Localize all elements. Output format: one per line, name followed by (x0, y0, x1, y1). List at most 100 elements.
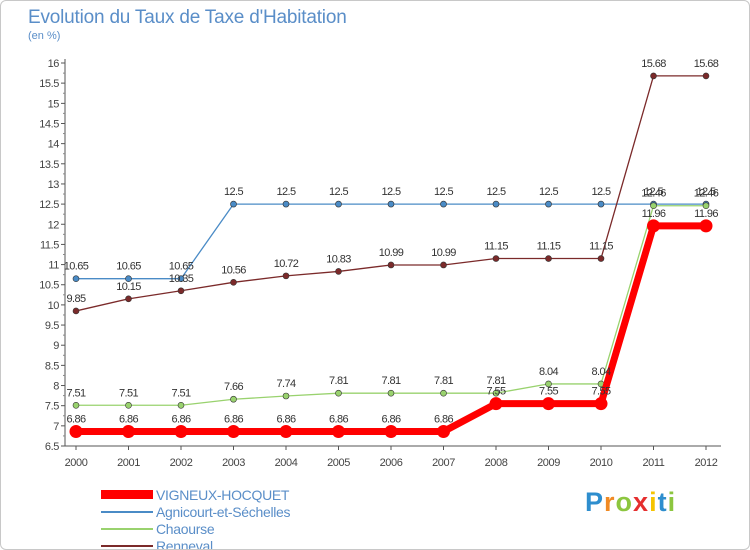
data-label: 12.5 (224, 186, 243, 198)
y-tick-label: 8.5 (45, 360, 59, 372)
data-label: 12.5 (591, 186, 610, 198)
data-point (177, 275, 185, 282)
data-label: 12.5 (434, 186, 453, 198)
logo-letter: P (585, 487, 605, 517)
data-label: 10.35 (169, 273, 194, 285)
data-label: 15.68 (694, 58, 719, 70)
legend-swatch (101, 510, 153, 513)
y-tick-label: 9.5 (45, 320, 59, 332)
logo-letter: t (657, 487, 668, 517)
data-label: 11.15 (589, 241, 613, 253)
data-point (279, 424, 293, 438)
data-point (125, 275, 132, 282)
data-point (177, 287, 185, 295)
data-label: 7.81 (329, 375, 348, 387)
data-point (387, 200, 395, 208)
data-label: 6.86 (224, 413, 243, 425)
data-label: 10.72 (274, 258, 299, 270)
x-tick-label: 2004 (275, 457, 298, 469)
data-point (227, 424, 240, 438)
x-tick-label: 2010 (590, 457, 613, 469)
data-point (230, 395, 237, 403)
data-point (545, 255, 552, 262)
x-tick-label: 2009 (537, 457, 560, 469)
data-point (702, 72, 710, 80)
data-point (650, 202, 657, 210)
data-label: 7.81 (486, 375, 505, 387)
data-point (650, 72, 657, 80)
data-label: 10.83 (326, 253, 351, 265)
data-label: 6.86 (329, 413, 348, 425)
data-label: 12.46 (694, 188, 719, 200)
y-tick-label: 13 (48, 179, 60, 191)
x-tick-label: 2008 (485, 457, 508, 469)
x-tick-label: 2000 (65, 457, 88, 469)
x-tick-label: 2011 (642, 457, 664, 469)
data-point (437, 424, 450, 438)
data-point (387, 389, 395, 397)
data-point (597, 200, 605, 208)
data-point (125, 295, 132, 303)
x-tick-label: 2006 (380, 457, 403, 469)
data-label: 12.5 (329, 186, 348, 198)
data-label: 12.5 (276, 186, 295, 198)
data-point (597, 255, 605, 262)
data-point (72, 307, 80, 315)
data-label: 6.86 (66, 413, 85, 425)
data-point (387, 261, 395, 269)
data-label: 7.81 (434, 375, 453, 387)
legend-swatch (101, 490, 153, 499)
data-point (440, 200, 447, 208)
chart-legend: VIGNEUX-HOCQUET Agnicourt-et-Séchelles Cha… (101, 486, 291, 549)
y-tick-label: 14.5 (39, 118, 59, 130)
data-point (72, 275, 80, 282)
data-point (174, 424, 188, 438)
y-tick-label: 16 (48, 58, 60, 70)
y-tick-label: 12 (48, 219, 60, 231)
data-label: 9.85 (66, 293, 85, 305)
data-point (702, 202, 710, 210)
data-label: 6.86 (381, 413, 400, 425)
chart-subtitle: (en %) (28, 30, 61, 42)
data-label: 12.5 (539, 186, 558, 198)
legend-item: Renneval (101, 537, 290, 549)
data-label: 7.51 (66, 387, 85, 399)
data-label: 10.65 (64, 261, 89, 273)
data-label: 12.46 (641, 188, 666, 200)
data-point (282, 392, 290, 400)
data-label: 10.99 (431, 247, 456, 259)
y-tick-label: 8 (53, 381, 59, 393)
data-point (230, 200, 237, 208)
data-point (489, 397, 503, 411)
data-point (440, 389, 447, 397)
data-label: 6.86 (171, 413, 190, 425)
data-label: 12.5 (644, 186, 663, 198)
legend-item: VIGNEUX-HOCQUET (101, 486, 290, 503)
data-label: 10.15 (116, 281, 141, 293)
y-tick-label: 7.5 (45, 401, 59, 413)
data-label: 11.96 (694, 208, 718, 220)
x-tick-label: 2007 (432, 457, 455, 469)
data-point (384, 424, 398, 438)
legend-label: VIGNEUX-HOCQUET (156, 486, 290, 503)
data-point (230, 279, 237, 286)
data-label: 10.65 (116, 261, 141, 273)
legend-label: Chaourse (156, 520, 215, 537)
data-point (542, 397, 555, 411)
data-point (492, 389, 500, 397)
data-point (335, 389, 342, 397)
data-point (440, 261, 447, 269)
data-point (545, 200, 552, 208)
data-point (177, 401, 185, 409)
legend-swatch (101, 527, 153, 530)
x-tick-label: 2002 (170, 457, 193, 469)
legend-swatch (101, 544, 153, 547)
data-label: 7.74 (276, 378, 295, 390)
x-tick-label: 2001 (117, 457, 140, 469)
data-label: 12.5 (486, 186, 505, 198)
data-point (545, 380, 552, 388)
chart-title: Evolution du Taux de Taxe d'Habitation (28, 7, 347, 28)
data-point (492, 255, 500, 262)
